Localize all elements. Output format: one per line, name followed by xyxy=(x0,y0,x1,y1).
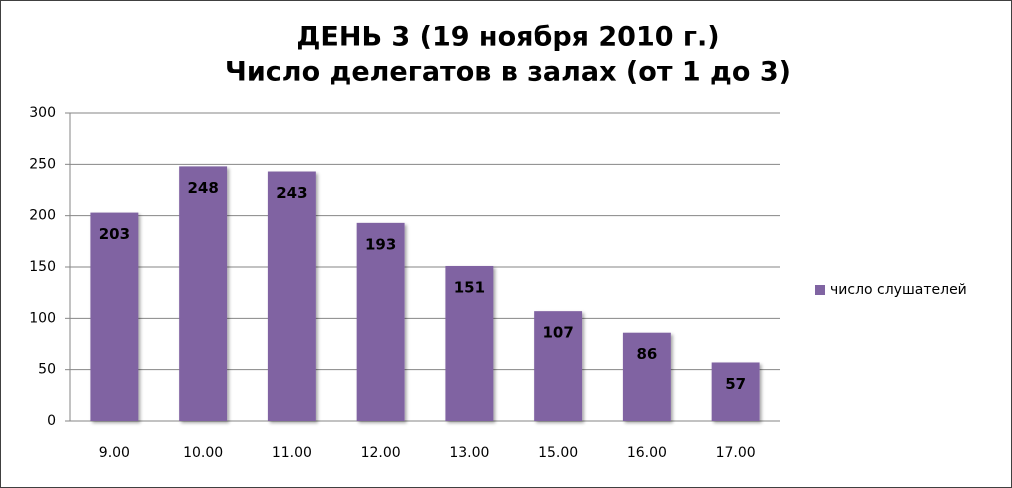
x-tick-label: 12.00 xyxy=(361,445,401,461)
y-tick-label: 50 xyxy=(38,362,56,378)
x-tick-label: 11.00 xyxy=(272,445,312,461)
chart-title: ДЕНЬ 3 (19 ноября 2010 г.) xyxy=(296,22,719,53)
data-label: 193 xyxy=(365,235,396,253)
data-label: 151 xyxy=(454,278,485,296)
bar xyxy=(179,166,228,421)
bar xyxy=(622,332,671,421)
x-tick-label: 10.00 xyxy=(183,445,223,461)
data-label: 203 xyxy=(99,225,130,243)
bar xyxy=(445,265,494,421)
y-tick-label: 100 xyxy=(29,310,56,326)
x-tick-label: 15.00 xyxy=(538,445,578,461)
data-label: 248 xyxy=(187,179,218,197)
data-label: 243 xyxy=(276,184,307,202)
data-label: 57 xyxy=(725,375,746,393)
legend-label: число слушателей xyxy=(830,282,967,298)
legend-swatch xyxy=(815,285,825,295)
data-label: 86 xyxy=(636,345,657,363)
x-tick-label: 17.00 xyxy=(716,445,756,461)
bar xyxy=(90,212,139,421)
y-tick-label: 300 xyxy=(29,105,56,121)
y-tick-label: 250 xyxy=(29,156,56,172)
x-tick-label: 16.00 xyxy=(627,445,667,461)
bar xyxy=(356,222,405,421)
chart-subtitle: Число делегатов в залах (от 1 до 3) xyxy=(225,57,791,88)
y-tick-label: 150 xyxy=(29,259,56,275)
x-tick-label: 13.00 xyxy=(449,445,489,461)
bar xyxy=(711,362,760,421)
bar xyxy=(534,311,583,421)
y-tick-label: 0 xyxy=(47,413,56,429)
bar xyxy=(267,171,316,421)
data-label: 107 xyxy=(542,324,573,342)
x-tick-label: 9.00 xyxy=(99,445,130,461)
y-tick-label: 200 xyxy=(29,208,56,224)
